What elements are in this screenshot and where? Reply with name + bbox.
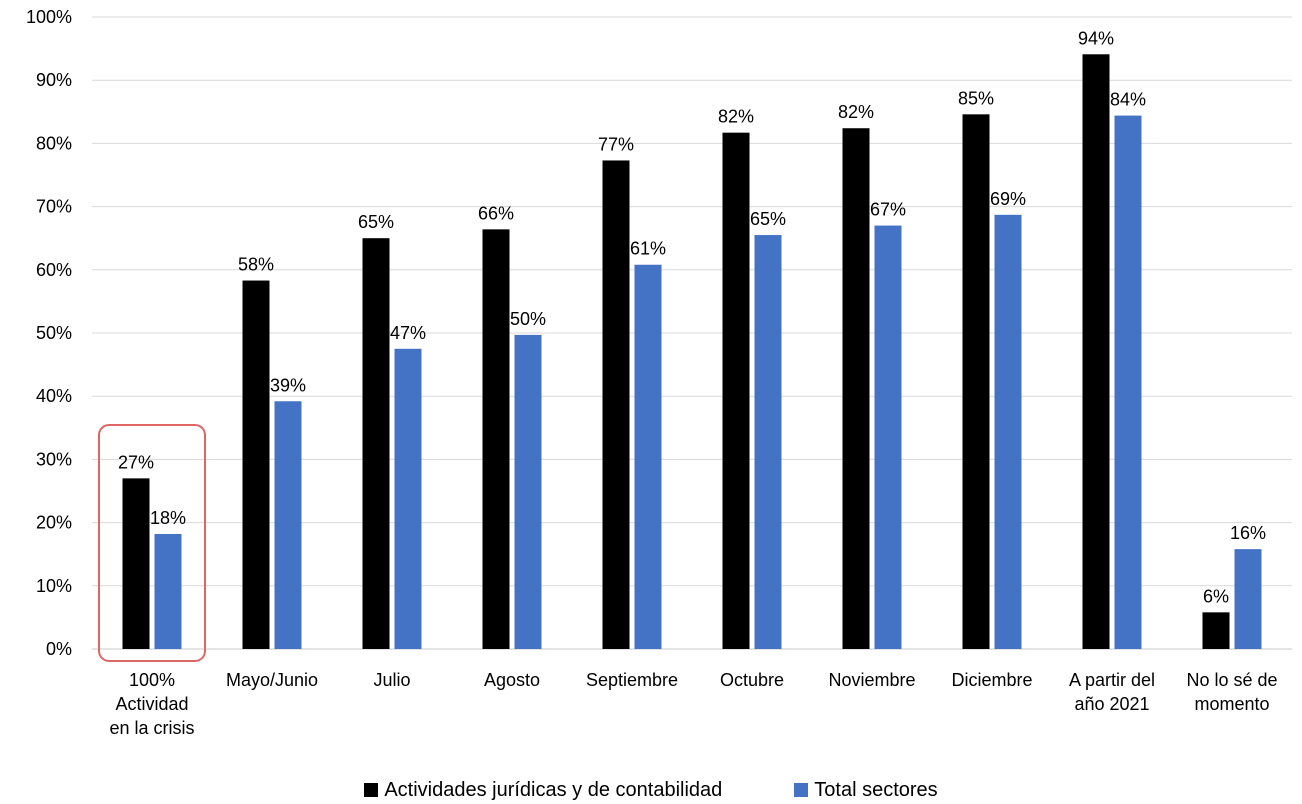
x-axis-ticks: 100% Actividad en la crisis Mayo/Junio Julio… [109, 670, 1277, 738]
bar [842, 128, 870, 649]
data-label: 65% [750, 209, 786, 229]
legend-swatch-series-2 [794, 783, 809, 797]
data-label: 65% [358, 212, 394, 232]
x-tick-label: A partir del [1069, 670, 1155, 690]
y-tick-label: 40% [36, 386, 72, 406]
legend-label-series-2: Total sectores [814, 778, 938, 801]
x-tick-label: en la crisis [109, 718, 194, 738]
x-tick-label: Agosto [484, 670, 540, 690]
y-tick-label: 0% [46, 639, 72, 659]
data-label: 77% [598, 134, 634, 154]
bar [1082, 54, 1110, 649]
y-tick-label: 90% [36, 70, 72, 90]
data-label: 58% [238, 255, 274, 275]
x-tick-label: Septiembre [586, 670, 678, 690]
data-label: 82% [838, 102, 874, 122]
bar [874, 225, 902, 649]
bar [754, 235, 782, 650]
y-tick-label: 80% [36, 133, 72, 153]
bar [962, 114, 990, 649]
data-labels: 27% 18% 58% 39% 65% 47% 66% 50% 77% 61% 82% 65% 82% 6… [118, 28, 1266, 606]
legend-label-series-1: Actividades jurídicas y de contabilidad [384, 778, 723, 801]
data-label: 39% [270, 375, 306, 395]
data-label: 47% [390, 323, 426, 343]
data-label: 6% [1203, 586, 1229, 606]
highlight-rect [98, 424, 206, 662]
y-tick-label: 30% [36, 449, 72, 469]
data-label: 85% [958, 88, 994, 108]
bar [242, 280, 270, 649]
y-tick-label: 60% [36, 260, 72, 280]
y-tick-label: 10% [36, 576, 72, 596]
data-label: 61% [630, 239, 666, 259]
gridlines [92, 16, 1292, 650]
data-label: 50% [510, 309, 546, 329]
y-tick-label: 20% [36, 513, 72, 533]
bar [634, 264, 662, 649]
data-label: 69% [990, 189, 1026, 209]
bar [122, 478, 150, 649]
data-label: 66% [478, 203, 514, 223]
bar [154, 533, 182, 649]
x-tick-label: No lo sé de [1186, 670, 1277, 690]
x-tick-label: 100% [129, 670, 175, 690]
x-tick-label: momento [1194, 694, 1269, 714]
y-tick-label: 50% [36, 323, 72, 343]
bar [274, 401, 302, 649]
data-label: 94% [1078, 28, 1114, 48]
bar [362, 238, 390, 649]
x-tick-label: Julio [373, 670, 410, 690]
legend-item-series-2: Total sectores [794, 778, 938, 802]
bar [1234, 549, 1262, 649]
bar [394, 348, 422, 649]
x-tick-label: Octubre [720, 670, 784, 690]
bars [122, 54, 1262, 650]
x-tick-label: Mayo/Junio [226, 670, 318, 690]
y-tick-label: 100% [26, 7, 72, 27]
bar [1202, 612, 1230, 649]
x-tick-label: Actividad [115, 694, 188, 714]
bar [994, 214, 1022, 650]
x-tick-label: año 2021 [1074, 694, 1149, 714]
legend: Actividades jurídicas y de contabilidad … [0, 778, 1302, 802]
bar [602, 160, 630, 650]
x-tick-label: Diciembre [951, 670, 1032, 690]
x-tick-label: Noviembre [828, 670, 915, 690]
y-tick-label: 70% [36, 197, 72, 217]
bar [482, 229, 510, 650]
highlight-box [98, 424, 206, 662]
data-label: 16% [1230, 523, 1266, 543]
y-axis-ticks: 0% 10% 20% 30% 40% 50% 60% 70% 80% 90% 100% [26, 7, 72, 659]
bar [722, 132, 750, 649]
data-label: 18% [150, 508, 186, 528]
bar [514, 334, 542, 649]
data-label: 82% [718, 107, 754, 127]
data-label: 27% [118, 452, 154, 472]
data-label: 67% [870, 200, 906, 220]
legend-item-series-1: Actividades jurídicas y de contabilidad [364, 779, 722, 802]
data-label: 84% [1110, 90, 1146, 110]
legend-swatch-series-1 [364, 783, 379, 797]
bar [1114, 115, 1142, 650]
